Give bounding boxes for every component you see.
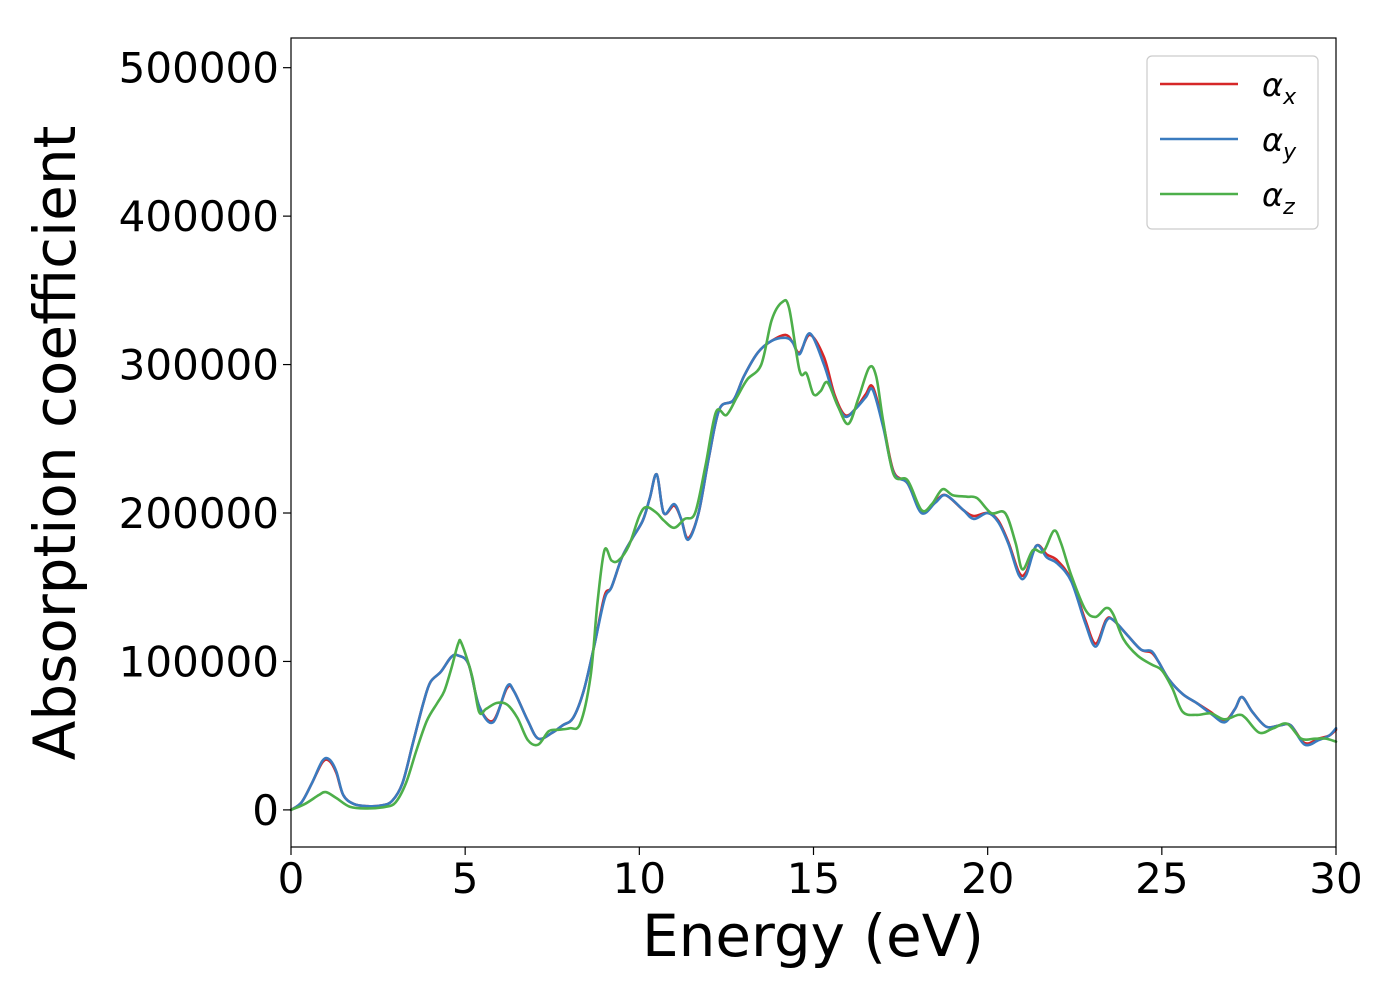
- x-tick-label: 20: [961, 854, 1014, 903]
- y-tick-label: 0: [252, 786, 279, 835]
- x-axis-ticks: 0 5 10 15 20 25 30: [278, 847, 1363, 903]
- series-line-alpha-z: [289, 298, 1338, 812]
- series-layer: [289, 298, 1338, 812]
- x-axis-label: Energy (eV): [642, 902, 984, 970]
- legend-label-alpha-y: αy: [1262, 121, 1297, 165]
- x-tick-label: 25: [1135, 854, 1188, 903]
- legend: αx αy αz: [1146, 55, 1319, 230]
- x-tick-label: 10: [613, 854, 666, 903]
- x-tick-label: 0: [278, 854, 305, 903]
- legend-label-alpha-z: αz: [1262, 176, 1295, 220]
- legend-box: [1146, 55, 1319, 230]
- y-axis-label: Absorption coefficient: [21, 126, 89, 761]
- x-tick-label: 5: [452, 854, 479, 903]
- y-tick-label: 300000: [119, 341, 279, 390]
- y-tick-label: 200000: [119, 489, 279, 538]
- legend-label-alpha-x: αx: [1262, 66, 1297, 110]
- y-tick-label: 400000: [119, 192, 279, 241]
- y-tick-label: 500000: [119, 44, 279, 93]
- series-line-alpha-y: [289, 332, 1338, 812]
- y-axis-ticks: 0 100000 200000 300000 400000 500000: [119, 44, 291, 835]
- x-tick-label: 15: [787, 854, 840, 903]
- x-tick-label: 30: [1309, 854, 1362, 903]
- y-tick-label: 100000: [119, 637, 279, 686]
